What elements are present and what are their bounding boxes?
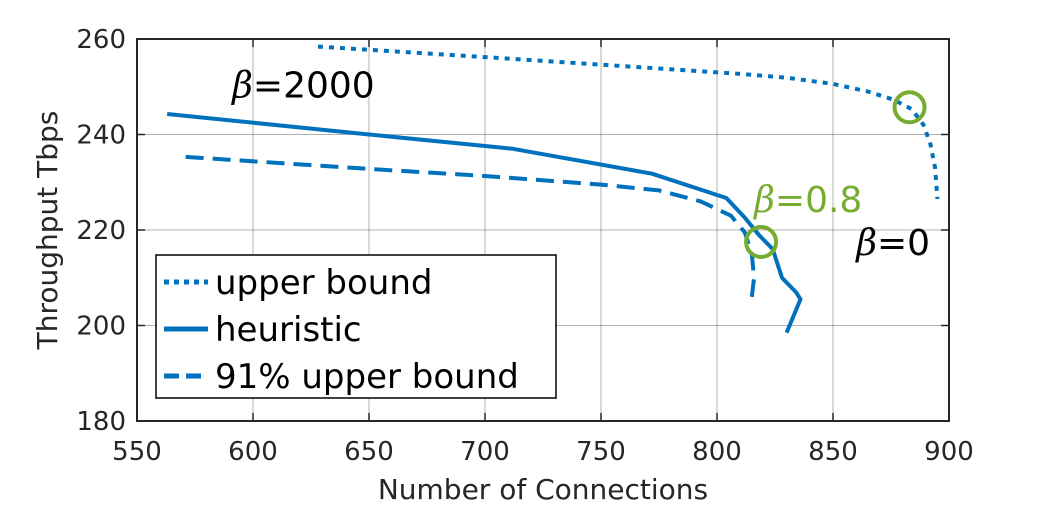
tick-label-layer: 550 600 650 700 750 800 850 900 180 200 220 240 260 [76, 25, 973, 467]
legend-label: 91% upper bound [215, 357, 519, 397]
series-layer [166, 44, 940, 334]
legend-entries: upper bound heuristic 91% upper bound [164, 263, 519, 397]
x-tick-label: 650 [344, 437, 394, 467]
y-axis-title: Throughput Tbps [31, 111, 64, 351]
y-tick-label: 180 [76, 407, 126, 437]
legend-box [155, 254, 557, 399]
y-tick-label: 220 [76, 216, 126, 246]
highlight-circle-marker [892, 90, 927, 125]
series-line [166, 112, 803, 334]
tick-layer [136, 38, 950, 422]
x-tick-label: 800 [692, 437, 742, 467]
beta-annotation: β=2000 [230, 65, 375, 106]
x-tick-label: 600 [228, 437, 278, 467]
x-axis-title: Number of Connections [378, 473, 708, 506]
beta-annotation: β=0.8 [752, 180, 862, 221]
legend-label: heuristic [215, 310, 362, 350]
x-tick-label: 750 [576, 437, 626, 467]
annotation-layer: β=2000 β=0.8β=0 [230, 65, 930, 264]
grid-lines [137, 39, 949, 421]
y-tick-label: 240 [76, 121, 126, 151]
beta-annotation: β=0 [854, 223, 930, 264]
legend: upper bound heuristic 91% upper bound [155, 254, 557, 399]
x-tick-label: 850 [808, 437, 858, 467]
legend-label: upper bound [215, 263, 432, 303]
x-tick-label: 700 [460, 437, 510, 467]
series-line [185, 154, 757, 298]
highlight-circle-marker [744, 224, 779, 259]
y-tick-label: 200 [76, 312, 126, 342]
x-tick-label: 550 [112, 437, 162, 467]
y-tick-label: 260 [76, 25, 126, 55]
series-line [317, 44, 940, 200]
marker-layer [744, 90, 927, 259]
x-tick-label: 900 [924, 437, 974, 467]
